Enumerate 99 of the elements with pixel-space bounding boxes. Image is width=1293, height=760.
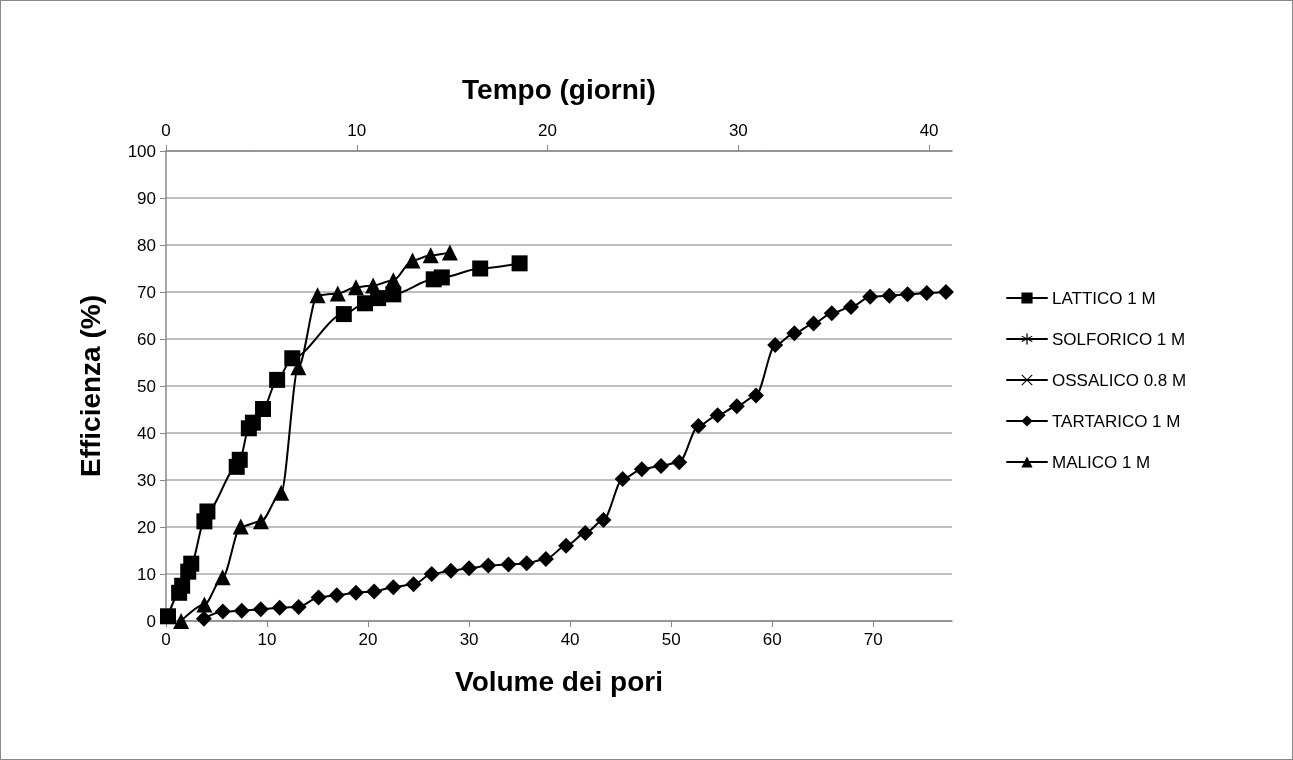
x2-axis-title: Tempo (giorni) <box>462 73 656 105</box>
point <box>472 260 489 277</box>
point <box>232 518 249 535</box>
y-tick-label: 90 <box>137 188 156 208</box>
point <box>174 577 191 594</box>
point <box>335 306 352 323</box>
point <box>214 569 231 586</box>
x-tick-label: 50 <box>661 630 681 649</box>
point <box>422 247 439 264</box>
point <box>653 457 670 474</box>
y-tick-label: 60 <box>137 329 156 349</box>
point <box>244 414 261 431</box>
y-tick-label: 80 <box>137 235 156 255</box>
point <box>423 566 440 582</box>
point <box>633 461 650 478</box>
legend-label: SOLFORICO 1 M <box>1052 329 1186 349</box>
point <box>614 471 631 488</box>
x-tick-label: 30 <box>459 630 479 649</box>
x-tick-label: 70 <box>863 630 883 649</box>
x-tick-label: 0 <box>161 630 171 649</box>
point <box>173 613 190 629</box>
point <box>347 584 364 601</box>
point <box>196 596 213 613</box>
point <box>937 284 954 300</box>
x2-tick-label: 10 <box>347 121 367 140</box>
point <box>805 315 822 332</box>
point <box>595 511 612 528</box>
point <box>881 287 898 304</box>
point <box>842 299 859 316</box>
point <box>160 608 177 625</box>
point <box>709 407 726 424</box>
point <box>290 598 307 615</box>
point <box>254 401 271 418</box>
x2-tick-label: 40 <box>919 121 939 140</box>
x2-tick-label: 0 <box>161 121 171 140</box>
point <box>899 286 916 303</box>
point <box>823 305 840 322</box>
point <box>328 587 345 604</box>
x-tick-label: 10 <box>257 630 277 649</box>
point <box>309 287 326 304</box>
legend-label: OSSALICO 0.8 M <box>1052 370 1187 390</box>
y-tick-label: 30 <box>137 470 156 490</box>
point <box>366 583 383 600</box>
point <box>214 603 231 620</box>
x-axis-title: Volume dei pori <box>455 665 663 697</box>
point <box>329 285 346 302</box>
y-tick-label: 20 <box>137 517 156 537</box>
point <box>442 562 459 579</box>
point <box>183 555 200 572</box>
y-tick-label: 0 <box>146 611 156 631</box>
point <box>748 387 765 404</box>
point <box>786 325 803 342</box>
legend-label: TARTARICO 1 M <box>1052 411 1181 431</box>
point <box>767 337 784 354</box>
point <box>558 537 575 554</box>
x2-tick-label: 30 <box>728 121 748 140</box>
x2-tick-label: 20 <box>538 121 558 140</box>
point <box>195 610 212 627</box>
point <box>199 503 216 520</box>
legend-label: LATTICO 1 M <box>1052 288 1156 308</box>
point <box>728 398 745 415</box>
point <box>269 371 286 388</box>
point <box>252 601 269 618</box>
point <box>671 454 688 471</box>
point <box>405 576 422 593</box>
legend-label: MALICO 1 M <box>1052 452 1151 472</box>
y-tick-label: 50 <box>137 376 156 396</box>
point <box>233 602 250 619</box>
point <box>461 560 478 577</box>
point <box>511 255 528 272</box>
point <box>518 555 535 572</box>
x-tick-label: 60 <box>762 630 782 649</box>
y-tick-label: 70 <box>137 282 156 302</box>
y-tick-label: 10 <box>137 564 156 584</box>
point <box>500 556 517 573</box>
point <box>577 525 594 542</box>
point <box>441 244 458 261</box>
point <box>284 350 301 367</box>
point <box>537 550 554 567</box>
y-axis-title: Efficienza (%) <box>74 294 106 478</box>
point <box>252 513 269 530</box>
x-tick-label: 20 <box>358 630 378 649</box>
point <box>480 557 497 574</box>
point <box>862 288 879 305</box>
y-tick-label: 100 <box>127 141 156 161</box>
x-tick-label: 40 <box>560 630 580 649</box>
point <box>690 417 707 434</box>
y-tick-label: 40 <box>137 423 156 443</box>
point <box>404 252 421 269</box>
point <box>271 599 288 616</box>
point <box>918 284 935 301</box>
point <box>273 484 290 501</box>
point <box>310 589 327 606</box>
point <box>433 269 450 286</box>
point <box>385 272 402 289</box>
point <box>385 579 402 596</box>
point <box>365 277 382 294</box>
point <box>347 279 364 296</box>
point <box>231 451 248 468</box>
